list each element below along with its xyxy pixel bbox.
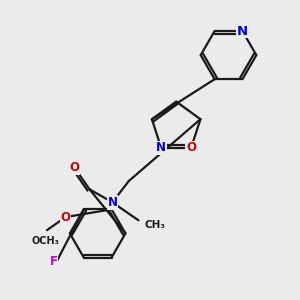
Text: OCH₃: OCH₃ [32, 236, 59, 246]
Text: F: F [50, 255, 58, 268]
Text: O: O [70, 161, 80, 175]
Text: N: N [107, 196, 117, 209]
Text: N: N [156, 141, 166, 154]
Text: O: O [186, 141, 196, 154]
Text: CH₃: CH₃ [144, 220, 165, 230]
Text: N: N [237, 25, 248, 38]
Text: O: O [61, 211, 70, 224]
